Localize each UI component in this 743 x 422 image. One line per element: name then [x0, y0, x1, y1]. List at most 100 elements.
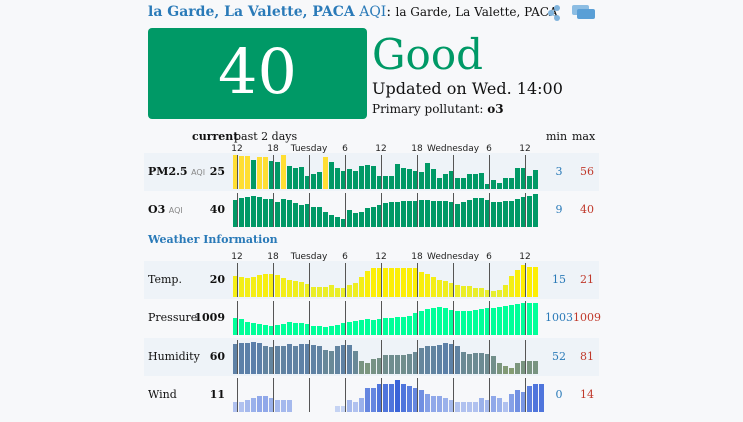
time-gridline: [381, 193, 382, 227]
history-bar: [299, 167, 304, 189]
history-bar: [251, 196, 256, 227]
history-bar: [437, 344, 442, 374]
history-bar: [479, 198, 484, 227]
history-bar: [425, 273, 430, 297]
history-bar: [395, 354, 400, 374]
history-bar: [371, 206, 376, 227]
history-bar: [503, 306, 508, 335]
history-bar: [293, 281, 298, 297]
history-bar: [503, 284, 508, 297]
time-gridline: [417, 340, 418, 374]
history-bar: [359, 360, 364, 374]
history-bar: [377, 319, 382, 335]
history-bar: [407, 353, 412, 374]
history-bar: [371, 165, 376, 189]
updated-time: Updated on Wed. 14:00: [372, 79, 563, 98]
history-bar: [473, 402, 478, 412]
history-chart[interactable]: [233, 155, 539, 189]
history-bar: [431, 276, 436, 297]
history-bar: [245, 278, 250, 297]
history-bar: [443, 342, 448, 374]
history-chart[interactable]: [233, 193, 539, 227]
history-bar: [257, 396, 262, 412]
time-gridline: [381, 155, 382, 189]
history-bar: [353, 212, 358, 227]
history-bar: [431, 168, 436, 189]
history-chart[interactable]: [233, 301, 539, 335]
history-bar: [395, 380, 400, 412]
share-icon[interactable]: [547, 4, 563, 22]
history-bar: [365, 164, 370, 189]
city-link[interactable]: la Garde, La Valette, PACA: [148, 4, 355, 20]
history-bar: [425, 309, 430, 335]
history-bar: [257, 197, 262, 227]
history-bar: [455, 402, 460, 412]
history-bar: [365, 388, 370, 412]
row-label: Humidity: [148, 338, 200, 376]
history-bar: [473, 173, 478, 189]
time-gridline: [417, 301, 418, 335]
history-bar: [515, 198, 520, 227]
history-bar: [407, 268, 412, 297]
history-bar: [455, 178, 460, 189]
history-bar: [305, 324, 310, 335]
time-gridline: [381, 263, 382, 297]
history-bar: [407, 200, 412, 227]
history-bar: [341, 344, 346, 374]
history-bar: [365, 362, 370, 374]
history-bar: [491, 396, 496, 412]
history-bar: [269, 325, 274, 335]
time-gridline: [381, 340, 382, 374]
history-bar: [389, 175, 394, 189]
history-bar: [263, 198, 268, 227]
history-bar: [329, 215, 334, 227]
history-bar: [275, 324, 280, 335]
time-gridline: [273, 301, 274, 335]
history-bar: [281, 278, 286, 297]
time-gridline: [345, 155, 346, 189]
time-tick-label: 18: [411, 252, 423, 262]
history-chart[interactable]: [233, 340, 539, 374]
time-gridline: [273, 193, 274, 227]
history-bar: [485, 308, 490, 335]
history-chart[interactable]: [233, 378, 544, 412]
history-bar: [269, 161, 274, 189]
history-bar: [479, 398, 484, 412]
history-bar: [341, 287, 346, 297]
history-bar: [245, 400, 250, 412]
history-bar: [377, 358, 382, 374]
history-bar: [533, 360, 538, 374]
history-bar: [449, 170, 454, 189]
history-bar: [305, 175, 310, 189]
row-name: Wind: [148, 388, 177, 401]
max-value: 81: [580, 350, 594, 363]
max-value: 21: [580, 273, 594, 286]
history-chart[interactable]: [233, 263, 539, 297]
history-bar: [257, 342, 262, 374]
history-bar: [329, 350, 334, 374]
history-bar: [527, 175, 532, 189]
history-bar: [533, 193, 538, 227]
history-bar: [263, 325, 268, 335]
time-gridline: [489, 340, 490, 374]
history-bar: [497, 182, 502, 189]
time-tick-label: Wednesday: [426, 144, 480, 154]
row-temp: Temp. 20 15 21: [144, 261, 599, 299]
history-bar: [437, 178, 442, 189]
history-bar: [449, 309, 454, 335]
history-bar: [389, 384, 394, 412]
history-bar: [317, 206, 322, 227]
history-bar: [485, 199, 490, 227]
min-value: 52: [552, 350, 566, 363]
history-bar: [455, 284, 460, 297]
chat-icon[interactable]: [572, 4, 596, 20]
history-bar: [485, 400, 490, 412]
history-bar: [467, 353, 472, 374]
history-bar: [383, 268, 388, 297]
history-bar: [413, 200, 418, 227]
history-bar: [503, 402, 508, 412]
history-bar: [443, 200, 448, 227]
history-bar: [383, 175, 388, 189]
time-gridline: [345, 193, 346, 227]
history-bar: [317, 172, 322, 189]
